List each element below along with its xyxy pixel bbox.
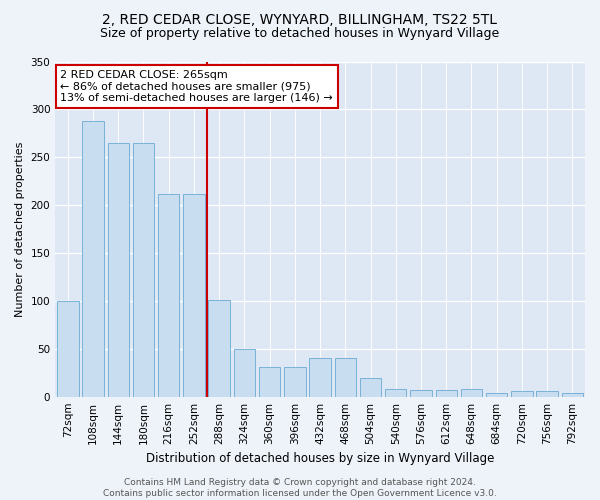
Text: Contains HM Land Registry data © Crown copyright and database right 2024.
Contai: Contains HM Land Registry data © Crown c… <box>103 478 497 498</box>
Bar <box>436 390 457 396</box>
Bar <box>158 194 179 396</box>
Bar <box>562 393 583 396</box>
Text: Size of property relative to detached houses in Wynyard Village: Size of property relative to detached ho… <box>100 28 500 40</box>
Bar <box>133 143 154 397</box>
Bar <box>233 349 255 397</box>
Text: 2 RED CEDAR CLOSE: 265sqm
← 86% of detached houses are smaller (975)
13% of semi: 2 RED CEDAR CLOSE: 265sqm ← 86% of detac… <box>61 70 333 103</box>
Bar <box>183 194 205 396</box>
Bar <box>107 143 129 397</box>
Y-axis label: Number of detached properties: Number of detached properties <box>15 142 25 317</box>
Bar <box>259 367 280 396</box>
Bar <box>57 301 79 396</box>
Bar <box>335 358 356 397</box>
Bar <box>511 391 533 396</box>
Bar <box>284 367 305 396</box>
Bar <box>360 378 381 396</box>
Bar <box>82 121 104 396</box>
Text: 2, RED CEDAR CLOSE, WYNYARD, BILLINGHAM, TS22 5TL: 2, RED CEDAR CLOSE, WYNYARD, BILLINGHAM,… <box>103 12 497 26</box>
X-axis label: Distribution of detached houses by size in Wynyard Village: Distribution of detached houses by size … <box>146 452 494 465</box>
Bar <box>486 393 508 396</box>
Bar <box>536 391 558 396</box>
Bar <box>310 358 331 397</box>
Bar <box>461 389 482 396</box>
Bar <box>385 389 406 396</box>
Bar <box>410 390 432 396</box>
Bar <box>208 300 230 396</box>
